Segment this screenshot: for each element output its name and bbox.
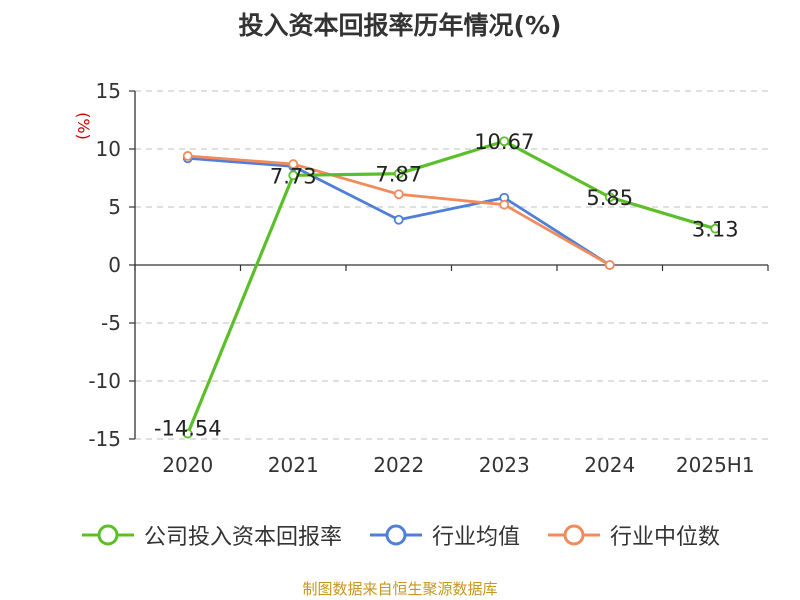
data-point[interactable] — [288, 159, 299, 169]
footer-source: 制图数据来自恒生聚源数据库 — [302, 580, 498, 598]
axes: 15 10 5 0 -5 -10 -15 2020 2021 2022 2023 2024 2025H1 — [88, 79, 769, 477]
y-axis-label: (%) — [74, 112, 93, 140]
data-point[interactable] — [182, 428, 193, 439]
data-label: 7.87 — [375, 163, 422, 187]
x-tick-label: 2020 — [162, 453, 213, 477]
y-tick-label: 10 — [96, 137, 121, 161]
data-labels: -14.54 7.73 7.87 10.67 5.85 3.13 — [154, 130, 739, 440]
y-tick-label: -15 — [88, 427, 121, 451]
legend-label-industry-mean: 行业均值 — [431, 525, 520, 550]
y-tick-label: 15 — [96, 79, 121, 103]
legend-line-circle-icon — [81, 524, 134, 546]
y-tick-label: 5 — [108, 195, 121, 219]
data-point[interactable] — [604, 260, 615, 270]
x-tick-label: 2021 — [268, 453, 319, 477]
chart-title: 投入资本回报率历年情况(%) — [238, 11, 562, 40]
data-label: -14.54 — [154, 417, 222, 441]
data-label: 7.73 — [270, 164, 317, 188]
series-line-0 — [186, 139, 716, 435]
legend-label-industry-median: 行业中位数 — [610, 525, 721, 550]
x-tick-label: 2022 — [373, 453, 424, 477]
series-lines — [182, 136, 721, 439]
data-point[interactable] — [499, 136, 510, 147]
data-label: 10.67 — [474, 130, 534, 154]
data-point[interactable] — [393, 168, 404, 179]
legend-item-industry-mean[interactable]: 行业均值 — [368, 519, 520, 551]
x-tick-label: 2024 — [584, 453, 635, 477]
legend-item-industry-median[interactable]: 行业中位数 — [546, 519, 720, 551]
y-tick-label: 0 — [108, 253, 121, 277]
data-point[interactable] — [393, 189, 404, 200]
data-point[interactable] — [393, 214, 404, 225]
data-point[interactable] — [604, 192, 615, 203]
legend-label-company: 公司投入资本回报率 — [143, 525, 342, 550]
legend-line-circle-icon — [548, 524, 600, 546]
x-tick-label: 2023 — [479, 453, 530, 477]
data-label: 5.85 — [586, 186, 633, 210]
legend: 公司投入资本回报率 行业均值 行业中位数 — [0, 519, 800, 551]
data-point[interactable] — [182, 151, 193, 161]
y-tick-label: -10 — [88, 369, 121, 393]
data-point[interactable] — [710, 223, 721, 234]
legend-line-circle-icon — [369, 524, 422, 546]
x-tick-label: 2025H1 — [676, 453, 755, 477]
data-label: 3.13 — [692, 218, 739, 242]
legend-item-company[interactable]: 公司投入资本回报率 — [80, 519, 342, 551]
y-tick-label: -5 — [101, 311, 121, 335]
data-point[interactable] — [499, 199, 510, 210]
data-point[interactable] — [288, 170, 299, 181]
